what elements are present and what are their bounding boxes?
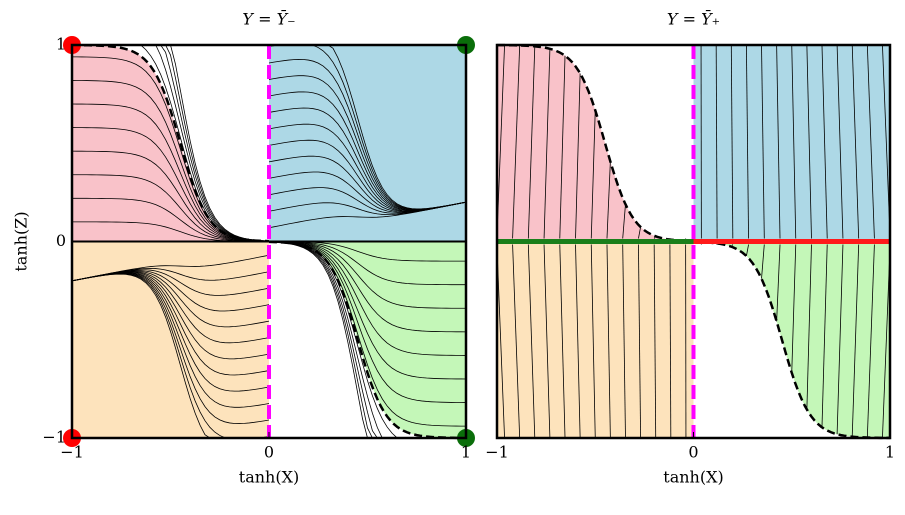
streamline <box>836 244 844 435</box>
x-axis-label: tanh(X) <box>663 468 723 487</box>
streamline <box>821 244 828 428</box>
x-tick-label: −1 <box>485 443 509 462</box>
streamline <box>761 44 765 239</box>
streamline <box>715 44 718 239</box>
streamline <box>268 241 467 403</box>
streamline <box>268 241 467 309</box>
streamline <box>268 241 467 356</box>
streamline <box>268 241 467 380</box>
streamline <box>730 44 734 239</box>
streamline <box>866 244 875 438</box>
streamline <box>575 73 581 239</box>
streamline <box>806 244 812 410</box>
streamlines <box>496 44 891 439</box>
x-axis-label: tanh(X) <box>239 468 299 487</box>
streamline <box>543 244 551 439</box>
x-tick-label: 1 <box>885 443 895 462</box>
streamline <box>638 226 641 239</box>
streamline <box>653 244 657 439</box>
streamline <box>638 244 641 439</box>
streamline <box>71 174 270 242</box>
region-blue <box>693 45 890 242</box>
chart-title: Y = Ȳ₋ <box>242 9 295 29</box>
region-green <box>269 241 466 438</box>
streamline <box>622 204 626 239</box>
y-tick-label: 1 <box>56 35 66 54</box>
streamline <box>746 44 749 239</box>
streamline <box>669 244 672 439</box>
streamline <box>606 244 611 439</box>
streamline <box>559 244 566 439</box>
streamline <box>606 161 611 239</box>
streamline <box>776 44 781 239</box>
streamline <box>821 44 828 239</box>
region-pink <box>497 45 694 242</box>
streamline <box>806 44 812 239</box>
streamline <box>791 244 797 373</box>
x-tick-label: 0 <box>688 443 698 462</box>
y-axis-label: tanh(Z) <box>12 211 31 271</box>
streamline <box>268 241 467 427</box>
region-pink <box>72 45 269 242</box>
streamline <box>791 44 797 239</box>
x-tick-label: 0 <box>264 443 274 462</box>
streamline <box>761 244 765 279</box>
y-tick-label: −1 <box>42 428 66 447</box>
streamline <box>512 244 521 439</box>
streamline <box>836 44 844 239</box>
region-green <box>693 241 890 438</box>
streamline <box>851 44 860 239</box>
streamline <box>575 244 581 439</box>
streamline <box>71 150 270 242</box>
x-tick-label: 1 <box>461 443 471 462</box>
streamline <box>71 127 270 242</box>
streamline <box>776 244 781 322</box>
streamline <box>590 244 596 439</box>
streamline <box>866 44 875 239</box>
streamline <box>622 244 626 439</box>
streamline <box>746 244 749 257</box>
streamline <box>559 55 566 239</box>
x-tick-label: −1 <box>60 443 84 462</box>
streamline <box>590 110 596 239</box>
streamline <box>512 45 521 239</box>
streamline <box>268 241 467 333</box>
region-orange <box>497 241 694 438</box>
y-tick-label: 0 <box>56 231 66 250</box>
separatrix <box>71 43 270 243</box>
streamline <box>527 244 536 439</box>
streamline <box>851 244 860 437</box>
chart-title: Y = Ȳ₊ <box>667 9 720 29</box>
streamline <box>527 46 536 239</box>
streamline <box>543 48 551 239</box>
separatrix <box>496 43 694 243</box>
